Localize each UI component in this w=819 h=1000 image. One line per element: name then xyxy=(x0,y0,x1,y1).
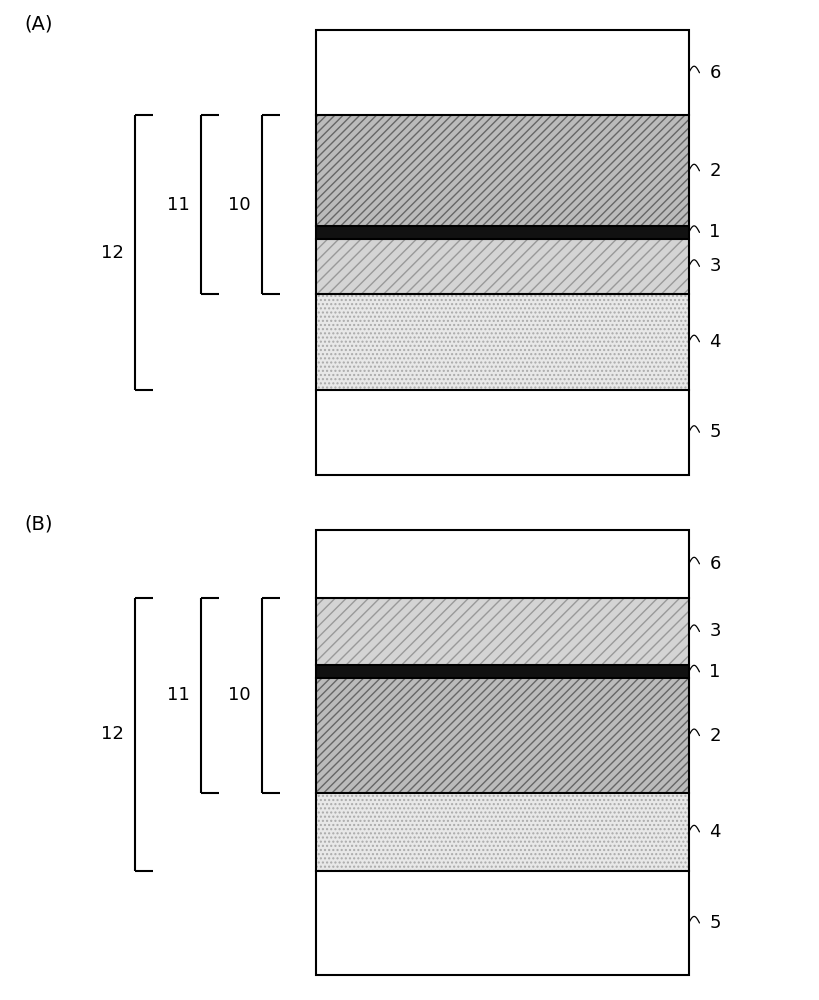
Text: 2: 2 xyxy=(708,727,720,745)
Bar xyxy=(315,294,688,390)
Text: 5: 5 xyxy=(708,914,720,932)
Text: 3: 3 xyxy=(708,622,720,640)
Bar xyxy=(315,665,688,678)
Text: 10: 10 xyxy=(228,196,251,214)
Text: 4: 4 xyxy=(708,333,720,351)
Text: 12: 12 xyxy=(101,725,124,743)
Bar xyxy=(315,598,688,665)
Text: 4: 4 xyxy=(708,823,720,841)
Bar xyxy=(315,530,688,975)
Bar xyxy=(315,678,688,793)
Bar xyxy=(315,530,688,598)
Text: 10: 10 xyxy=(228,686,251,704)
Text: 1: 1 xyxy=(708,663,720,681)
Text: 3: 3 xyxy=(708,257,720,275)
Text: 6: 6 xyxy=(708,555,720,573)
Bar xyxy=(315,30,688,475)
Bar xyxy=(315,239,688,294)
Bar xyxy=(315,226,688,239)
Text: 12: 12 xyxy=(101,243,124,261)
Text: 6: 6 xyxy=(708,64,720,82)
Bar xyxy=(315,115,688,226)
Bar xyxy=(315,793,688,871)
Text: (B): (B) xyxy=(25,515,53,534)
Bar xyxy=(315,30,688,115)
Text: 11: 11 xyxy=(166,686,189,704)
Text: 2: 2 xyxy=(708,162,720,180)
Text: 11: 11 xyxy=(166,196,189,214)
Text: (A): (A) xyxy=(25,15,53,34)
Text: 1: 1 xyxy=(708,223,720,241)
Text: 5: 5 xyxy=(708,423,720,441)
Bar xyxy=(315,390,688,475)
Bar xyxy=(315,871,688,975)
